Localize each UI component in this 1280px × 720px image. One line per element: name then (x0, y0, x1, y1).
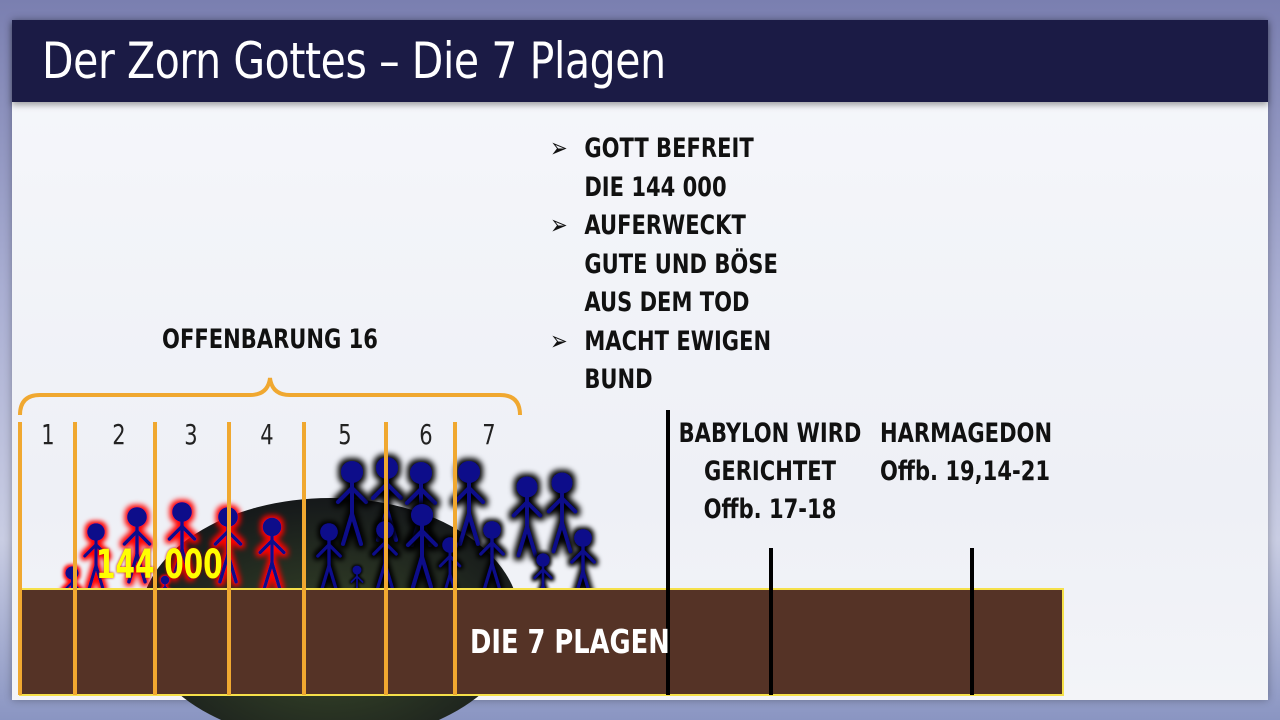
brace (18, 377, 522, 416)
babylon-title-1: BABYLON WIRD (678, 418, 862, 449)
stick-figure (167, 502, 197, 579)
harmagedon-reference: Offb. 19,14-21 (880, 456, 1051, 487)
bullet-item: ➢ AUFERWECKT (550, 207, 778, 246)
ground (19, 588, 1064, 696)
plague-number: 4 (260, 418, 274, 451)
group-label-144000: 144 000 (96, 542, 223, 588)
bullet-line: BUND (584, 364, 653, 395)
stick-figure (258, 517, 286, 590)
stick-figure (570, 529, 596, 598)
stick-figure (336, 461, 368, 546)
plague-number: 1 (41, 418, 55, 451)
arrowhead-bullet-icon: ➢ (550, 210, 568, 241)
babylon-reference: Offb. 17-18 (703, 494, 837, 525)
plague-number: 5 (338, 418, 352, 451)
ground-label: DIE 7 PLAGEN (470, 622, 670, 661)
bullet-list: ➢ GOTT BEFREIT DIE 144 000 ➢ AUFERWECKT GU… (550, 130, 842, 400)
title-bar (12, 20, 1268, 102)
arrowhead-bullet-icon: ➢ (550, 133, 568, 164)
babylon-title-2: GERICHTET (704, 456, 836, 487)
stick-figure (122, 507, 152, 584)
plague-number: 6 (419, 418, 433, 451)
stick-figure (83, 523, 109, 592)
stick-figure (453, 461, 485, 546)
harmagedon-title: HARMAGEDON (880, 418, 1053, 449)
slide-title: Der Zorn Gottes – Die 7 Plagen (42, 32, 666, 90)
stick-figure (511, 476, 543, 558)
bullet-line: GUTE UND BÖSE (584, 248, 778, 280)
plague-number: 3 (184, 418, 198, 451)
bullet-item: ➢ GOTT BEFREIT (550, 130, 778, 169)
brace-label: OFFENBARUNG 16 (162, 324, 378, 355)
stick-figure (546, 472, 578, 554)
bullet-line: DIE 144 000 (584, 171, 727, 203)
bullet-line: AUS DEM TOD (584, 287, 750, 318)
stick-figure (406, 504, 438, 589)
arrowhead-bullet-icon: ➢ (550, 325, 568, 357)
stick-figure (479, 521, 505, 590)
stick-figure (316, 523, 342, 592)
bullet-item: ➢ MACHT EWIGEN (550, 323, 778, 362)
plague-number: 7 (482, 418, 496, 451)
plague-number: 2 (112, 418, 126, 451)
